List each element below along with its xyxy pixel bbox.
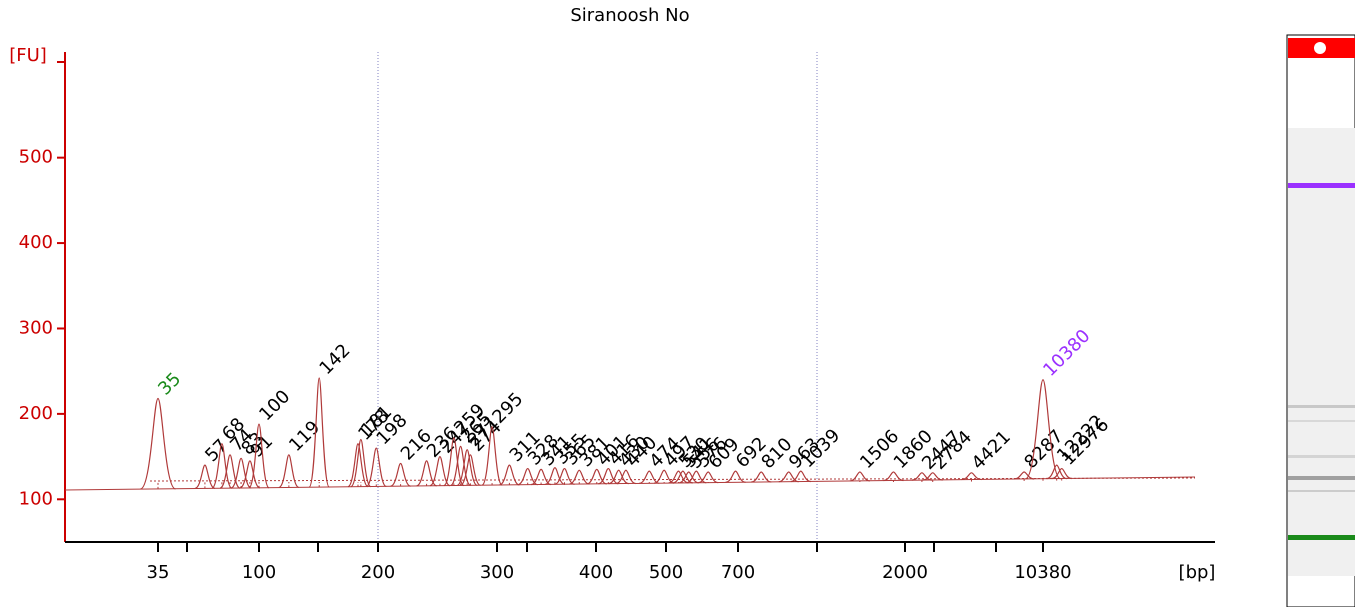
peak-label: 4421 <box>968 427 1015 474</box>
peak <box>211 443 233 489</box>
peak-label: 119 <box>285 417 324 456</box>
peak <box>517 467 538 486</box>
peak <box>911 472 932 481</box>
peak-label: 142 <box>315 340 354 379</box>
peak <box>668 470 689 484</box>
x-tick-label: 700 <box>721 562 755 583</box>
x-tick-label: 2000 <box>882 562 928 583</box>
peak <box>790 470 811 483</box>
peak <box>194 464 216 489</box>
peak <box>751 471 772 483</box>
y-axis-label: [FU] <box>9 45 47 66</box>
x-tick-label: 500 <box>649 562 683 583</box>
y-tick-label: 400 <box>19 232 53 253</box>
x-tick-label: 35 <box>147 562 170 583</box>
peak <box>1046 464 1067 480</box>
chart-title: Siranoosh No <box>570 5 689 26</box>
peak <box>530 468 552 486</box>
peak <box>778 471 799 483</box>
peak <box>615 469 637 485</box>
baseline-trace <box>64 476 1196 491</box>
peak <box>365 447 387 488</box>
peak <box>416 460 437 487</box>
peak <box>139 397 177 490</box>
x-axis-label: [bp] <box>1179 562 1216 583</box>
peak-label: 100 <box>255 386 294 425</box>
peak <box>1024 379 1062 480</box>
y-tick-label: 100 <box>19 488 53 509</box>
peak <box>278 454 300 489</box>
peak <box>450 445 472 487</box>
peak <box>598 467 619 485</box>
y-tick-label: 300 <box>19 317 53 338</box>
peak <box>456 449 478 486</box>
peak <box>698 471 719 484</box>
peak <box>460 454 481 486</box>
x-tick-label: 400 <box>579 562 613 583</box>
peak-label: 35 <box>154 369 185 400</box>
peak <box>608 469 629 485</box>
peak <box>883 471 904 482</box>
peak <box>554 467 575 485</box>
peak <box>678 471 699 484</box>
gel-lane <box>1286 34 1355 607</box>
peak <box>961 472 982 481</box>
peak <box>350 438 372 488</box>
peak-label: 10380 <box>1039 325 1094 380</box>
peak <box>569 469 590 485</box>
peak <box>849 471 870 482</box>
peak <box>499 464 520 486</box>
peak <box>230 457 252 489</box>
peak <box>248 423 270 489</box>
x-tick-label: 10380 <box>1014 562 1071 583</box>
peak <box>1014 471 1035 480</box>
peak <box>239 460 261 489</box>
peak <box>429 455 451 487</box>
peak <box>672 470 693 484</box>
x-tick-label: 200 <box>361 562 395 583</box>
peak <box>544 467 566 485</box>
peak <box>347 443 369 488</box>
y-tick-label: 500 <box>19 147 53 168</box>
peak <box>653 469 675 484</box>
peak <box>639 470 660 484</box>
y-tick-label: 200 <box>19 403 53 424</box>
peak <box>1051 467 1072 480</box>
peak <box>725 470 746 483</box>
x-tick-label: 100 <box>242 562 276 583</box>
peak <box>922 472 943 481</box>
x-tick-label: 300 <box>480 562 514 583</box>
peak <box>390 462 411 487</box>
peak <box>443 437 465 487</box>
peak <box>308 377 330 488</box>
peak <box>481 426 503 486</box>
